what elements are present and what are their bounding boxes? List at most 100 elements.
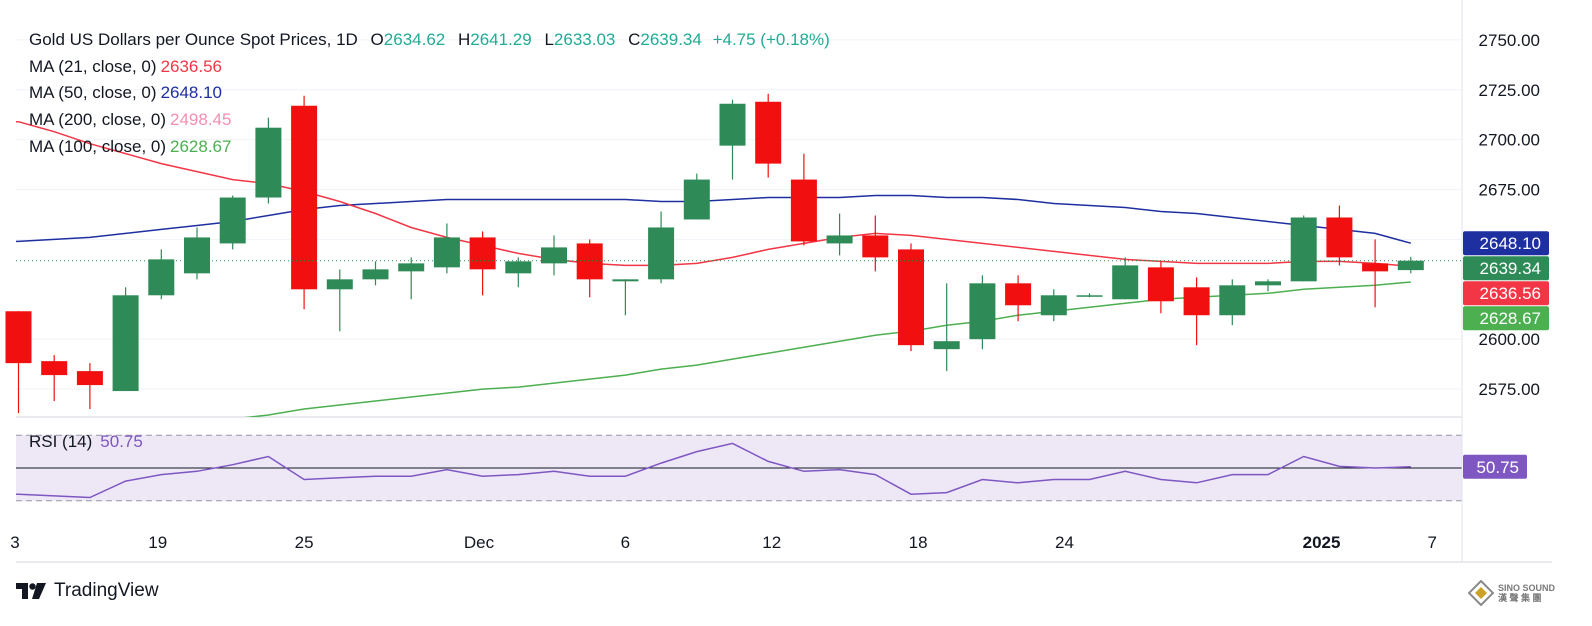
- sino-sound-logo-icon: [1468, 580, 1494, 606]
- candle: [755, 93, 782, 178]
- candle-body: [969, 283, 996, 340]
- x-axis: 3 19 25 Dec 6 12 18 24 2025 7: [10, 533, 1437, 552]
- watermark-line2: 漢 聲 集 團: [1498, 593, 1542, 603]
- candle: [648, 211, 675, 284]
- close-value: 2639.34: [640, 30, 702, 49]
- close-label: C: [628, 30, 641, 49]
- x-tick-label: Dec: [464, 533, 495, 552]
- candle-body: [1005, 283, 1032, 306]
- candle-body: [1076, 295, 1103, 297]
- candle-body: [612, 279, 639, 282]
- x-tick-label: 24: [1055, 533, 1074, 552]
- x-tick-label: 6: [621, 533, 630, 552]
- candle: [5, 311, 32, 414]
- candle: [505, 257, 532, 288]
- y-tick-label: 2600.00: [1479, 330, 1540, 349]
- rsi-levels: [16, 434, 1462, 502]
- low-label: L: [544, 30, 554, 49]
- price-badge-label: 2628.67: [1480, 309, 1541, 328]
- candle: [1290, 215, 1317, 282]
- indicator-ma21-value: 2636.56: [160, 57, 223, 76]
- open-label: O: [370, 30, 384, 49]
- candle: [576, 239, 603, 298]
- candle-body: [1112, 265, 1139, 300]
- y-tick-label: 2750.00: [1479, 31, 1540, 50]
- candle-body: [112, 295, 139, 392]
- indicator-ma200-value: 2498.45: [170, 110, 232, 129]
- rsi-legend[interactable]: RSI (14) 50.75: [29, 432, 143, 452]
- candle-body: [1255, 281, 1281, 286]
- rsi-badge-label: 50.75: [1476, 458, 1519, 477]
- candle-body: [862, 235, 889, 258]
- rsi-badge: 50.75: [1463, 454, 1527, 479]
- candle-body: [541, 247, 567, 264]
- indicator-ma200-label: MA (200, close, 0): [29, 110, 167, 129]
- x-tick-label: 12: [762, 533, 781, 552]
- indicator-ma100-value: 2628.67: [170, 137, 232, 156]
- candle-body: [790, 179, 817, 242]
- candles: [5, 93, 1424, 414]
- ma21-line: [16, 120, 1411, 267]
- candle: [1362, 239, 1389, 308]
- y-tick-label: 2575.00: [1479, 380, 1540, 399]
- candle-body: [219, 197, 246, 244]
- candle-body: [576, 243, 603, 280]
- candle: [1005, 275, 1032, 322]
- candle: [683, 173, 710, 220]
- candle: [112, 287, 139, 392]
- candle: [1397, 256, 1424, 274]
- high-value: 2641.29: [470, 30, 532, 49]
- candle-body: [326, 279, 353, 290]
- candle-body: [5, 311, 32, 364]
- candle-body: [648, 227, 675, 280]
- y-tick-label: 2675.00: [1479, 181, 1540, 200]
- candle-body: [184, 237, 210, 274]
- candle: [1040, 289, 1067, 322]
- candle: [433, 223, 460, 274]
- candle-body: [1290, 217, 1317, 282]
- price-badge: 2636.56: [1463, 281, 1549, 306]
- candle: [326, 269, 353, 332]
- candle-body: [1040, 295, 1067, 316]
- price-badge-bg: [1463, 306, 1549, 331]
- candle: [398, 257, 425, 300]
- candle-body: [1397, 260, 1424, 271]
- candle: [933, 283, 960, 372]
- x-tick-label: 18: [909, 533, 928, 552]
- tradingview-logo[interactable]: TradingView: [16, 578, 159, 604]
- candle-body: [148, 259, 175, 296]
- y-tick-label: 2725.00: [1479, 81, 1540, 100]
- candle: [1112, 257, 1139, 300]
- candle-body: [1326, 217, 1353, 258]
- indicator-ma100[interactable]: MA (100, close, 0) 2628.67: [29, 137, 231, 157]
- candle: [469, 231, 496, 296]
- x-tick-label: 7: [1427, 533, 1436, 552]
- x-tick-label: 25: [295, 533, 314, 552]
- price-badge-bg: [1463, 256, 1549, 281]
- price-badge-label: 2636.56: [1480, 284, 1541, 303]
- candle: [1147, 261, 1174, 314]
- change-value: +4.75 (+0.18%): [712, 30, 830, 49]
- candle: [969, 275, 996, 350]
- candle-body: [505, 261, 532, 274]
- candle: [219, 195, 246, 250]
- candle-body: [41, 361, 68, 376]
- indicator-ma50[interactable]: MA (50, close, 0) 2648.10: [29, 83, 222, 103]
- candle: [541, 235, 567, 276]
- candle-body: [1147, 267, 1174, 302]
- candle: [1326, 205, 1353, 266]
- price-badge: 2628.67: [1463, 306, 1549, 331]
- indicator-ma21[interactable]: MA (21, close, 0) 2636.56: [29, 57, 222, 77]
- rsi-value: 50.75: [100, 432, 143, 451]
- candle-body: [469, 237, 496, 270]
- candle-body: [1183, 287, 1210, 316]
- symbol-title[interactable]: Gold US Dollars per Ounce Spot Prices, 1…: [29, 30, 358, 49]
- sino-sound-watermark: SINO SOUND 漢 聲 集 團: [1468, 580, 1555, 606]
- candle-body: [1362, 263, 1389, 272]
- indicator-ma200[interactable]: MA (200, close, 0) 2498.45: [29, 110, 231, 130]
- chart-header: Gold US Dollars per Ounce Spot Prices, 1…: [29, 30, 830, 50]
- candle-body: [76, 371, 103, 386]
- candle-body: [755, 101, 782, 164]
- indicator-ma50-value: 2648.10: [160, 83, 223, 102]
